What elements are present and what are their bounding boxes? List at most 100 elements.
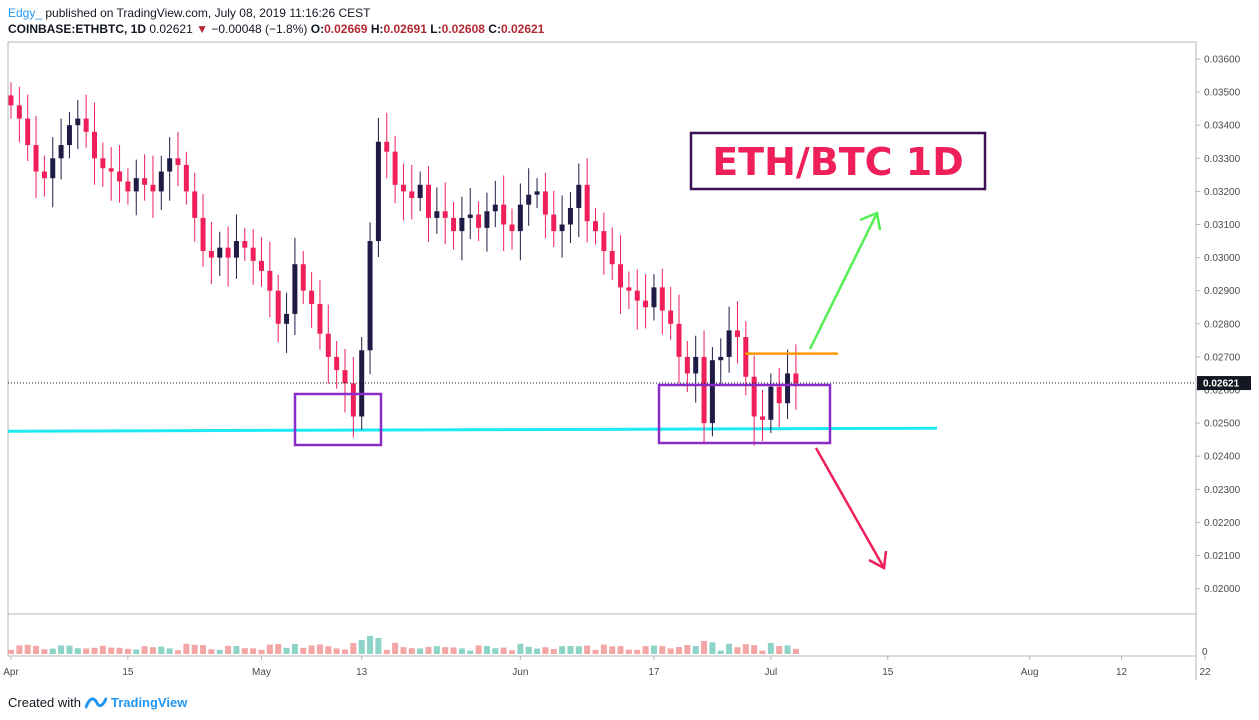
support-box-july[interactable]: [657, 383, 832, 445]
ohlc-line: COINBASE:ETHBTC, 1D 0.02621 ▼ −0.00048 (…: [8, 21, 544, 37]
volume-bar: [467, 650, 474, 654]
volume-bar: [316, 644, 323, 654]
volume-bar: [726, 643, 733, 654]
candle: [417, 171, 423, 212]
candle-body: [58, 145, 64, 159]
candle-body: [451, 217, 457, 232]
candle: [492, 180, 498, 228]
time-axis[interactable]: Apr 15 May 13 Jun 17 Jul 15 Aug 12 22: [3, 656, 1211, 678]
candle-body: [476, 214, 482, 228]
bearish-arrow[interactable]: [814, 447, 888, 570]
candle-body: [551, 214, 557, 232]
candle: [158, 155, 164, 210]
candle-body: [509, 224, 515, 232]
candle-body: [375, 141, 381, 242]
candle-body: [117, 171, 123, 182]
support-line[interactable]: [7, 426, 938, 433]
candle: [317, 280, 323, 350]
volume-bar: [16, 645, 23, 654]
candle: [484, 192, 490, 252]
candle: [559, 195, 565, 258]
support-box-may[interactable]: [293, 392, 383, 447]
volume-bar: [275, 644, 282, 654]
candle-body: [693, 356, 699, 374]
candle-body: [793, 373, 799, 384]
candle-body: [142, 178, 148, 185]
price-axis[interactable]: 0.03600 0.03500 0.03400 0.03300 0.03200 0.031…: [1196, 55, 1241, 596]
candle-body: [66, 125, 72, 146]
candle-body: [442, 211, 448, 218]
candle: [684, 341, 690, 392]
candle-body: [417, 184, 423, 199]
candle-body: [367, 241, 373, 351]
volume-bar: [33, 645, 40, 654]
volume-bar: [58, 645, 65, 654]
candle: [451, 201, 457, 250]
candle: [400, 163, 406, 221]
candle-body: [576, 184, 582, 208]
volume-bar: [450, 647, 457, 654]
candle-body: [92, 131, 97, 159]
candle-body: [651, 287, 657, 308]
candle-body: [342, 370, 348, 384]
candle-body: [501, 204, 507, 225]
price-tick-label: 0.02700: [1204, 352, 1241, 363]
title-annotation-text: ETH/BTC 1D: [712, 140, 964, 184]
price-chart[interactable]: 0.03600 0.03500 0.03400 0.03300 0.03200 0.031…: [0, 0, 1259, 690]
volume-bar: [584, 645, 591, 654]
candle: [651, 274, 657, 321]
volume-bar: [133, 649, 140, 654]
price-tick-label: 0.02300: [1204, 485, 1241, 496]
volume-bar: [141, 646, 148, 654]
volume-bar: [308, 645, 315, 654]
time-tick-label: 22: [1199, 667, 1211, 678]
tradingview-brand-link[interactable]: TradingView: [110, 695, 188, 710]
candle: [743, 321, 749, 396]
candle: [693, 335, 699, 403]
volume-bar: [458, 648, 465, 654]
candle: [709, 346, 715, 437]
candle-body: [250, 247, 256, 261]
candle: [551, 190, 557, 248]
candle: [367, 222, 373, 375]
candle-body: [601, 231, 607, 251]
candle: [601, 212, 607, 275]
candle-body: [275, 290, 281, 324]
time-tick-label: 12: [1116, 667, 1128, 678]
price-tick-label: 0.03300: [1204, 154, 1241, 165]
title-annotation[interactable]: ETH/BTC 1D: [689, 131, 987, 191]
volume-bar: [283, 647, 290, 654]
candle: [200, 194, 206, 267]
time-tick-label: 15: [882, 667, 894, 678]
candle-body: [183, 164, 189, 192]
author-link[interactable]: Edgy_: [8, 6, 43, 20]
candle: [142, 154, 148, 201]
candle: [167, 137, 173, 201]
volume-bar: [634, 649, 641, 654]
tradingview-logo-icon: [84, 697, 107, 709]
volume-bar: [200, 645, 207, 654]
candle: [16, 86, 22, 143]
price-tick-label: 0.02600: [1204, 386, 1241, 397]
volume-bar: [91, 647, 98, 654]
candle-body: [125, 181, 131, 192]
volume-bar: [367, 635, 374, 654]
candle-body: [392, 151, 398, 185]
volume-bar: [8, 649, 14, 654]
candle: [334, 341, 340, 389]
candle-body: [334, 356, 340, 371]
volume-bar: [492, 648, 499, 654]
candle-body: [267, 270, 273, 291]
candle-body: [208, 250, 214, 258]
volume-bar: [509, 650, 515, 654]
candle: [359, 337, 365, 430]
candle-body: [668, 310, 674, 324]
last-price: 0.02621: [149, 22, 193, 36]
price-tick-label: 0.02200: [1204, 518, 1241, 529]
volume-bar: [24, 644, 31, 654]
candle: [250, 229, 256, 285]
bullish-arrow[interactable]: [808, 211, 882, 350]
candle-body: [200, 217, 206, 251]
candle-body: [526, 194, 532, 205]
volume-bar: [41, 649, 48, 654]
